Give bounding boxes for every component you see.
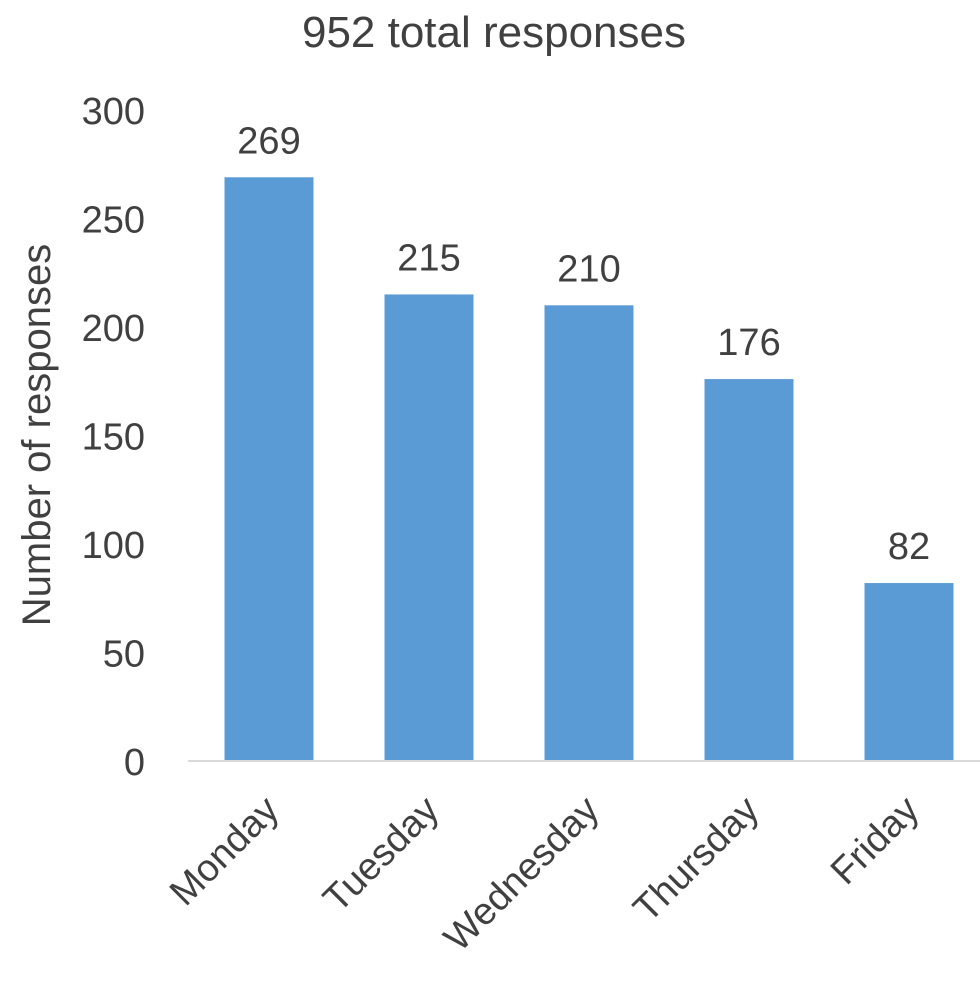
data-label: 82 [888, 526, 930, 568]
y-tick-label: 50 [103, 634, 145, 676]
y-tick-label: 150 [82, 417, 145, 459]
bar-tuesday [384, 294, 474, 761]
bar-friday [864, 583, 954, 761]
y-tick-label: 250 [82, 200, 145, 242]
x-tick-label: Tuesday [316, 789, 448, 921]
chart-title: 952 total responses [302, 8, 686, 57]
x-tick-label: Monday [162, 789, 287, 914]
x-tick-label: Wednesday [436, 789, 607, 960]
y-axis: 0 50 100 150 200 250 300 [82, 91, 145, 784]
y-tick-label: 300 [82, 91, 145, 133]
bar-wednesday [544, 305, 634, 761]
y-axis-title: Number of responses [15, 244, 59, 626]
x-tick-label: Friday [823, 789, 927, 893]
y-tick-label: 200 [82, 308, 145, 350]
bar-thursday [704, 379, 794, 761]
data-label: 210 [557, 248, 620, 290]
data-labels: 269 215 210 176 82 [237, 120, 930, 568]
x-tick-label: Thursday [626, 789, 768, 931]
data-label: 215 [397, 237, 460, 279]
bar-series [224, 177, 954, 761]
bar-monday [224, 177, 314, 761]
y-tick-label: 0 [124, 742, 145, 784]
data-label: 269 [237, 120, 300, 162]
y-tick-label: 100 [82, 525, 145, 567]
data-label: 176 [717, 322, 780, 364]
